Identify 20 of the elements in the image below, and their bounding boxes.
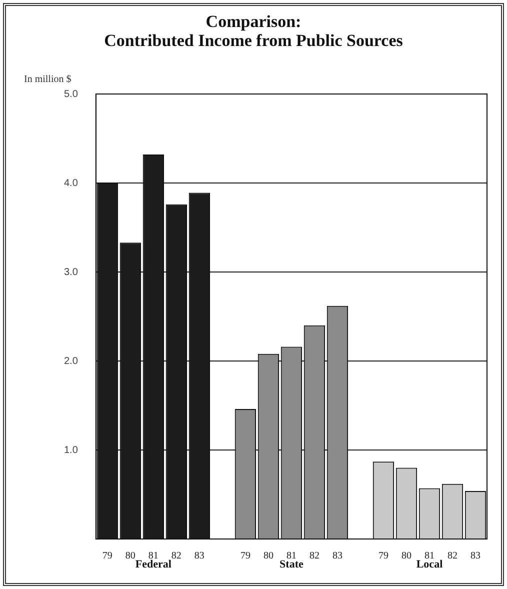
x-tick-label: 82 — [171, 550, 182, 562]
y-tick-label: 1.0 — [64, 444, 78, 456]
x-tick-label: 80 — [401, 550, 412, 562]
chart-title: Comparison: Contributed Income from Public Sources — [103, 12, 404, 50]
x-tick-label: 79 — [102, 550, 112, 562]
x-tick-label: 82 — [447, 550, 458, 562]
y-tick-label: 5.0 — [64, 88, 78, 100]
x-tick-label: 83 — [332, 550, 342, 562]
x-tick-label: 80 — [125, 550, 136, 562]
x-tick-label: 83 — [194, 550, 204, 562]
x-tick-label: 79 — [378, 550, 388, 562]
y-tick-label: 3.0 — [64, 266, 78, 278]
x-tick-label: 79 — [240, 550, 250, 562]
x-tick-label: 83 — [470, 550, 480, 562]
y-axis-title: In million $ — [24, 74, 72, 85]
x-tick-label: 80 — [263, 550, 274, 562]
x-tick-label: 82 — [309, 550, 320, 562]
y-tick-label: 2.0 — [64, 356, 78, 367]
y-tick-label: 4.0 — [64, 178, 78, 189]
series-label: Federal — [135, 558, 172, 570]
